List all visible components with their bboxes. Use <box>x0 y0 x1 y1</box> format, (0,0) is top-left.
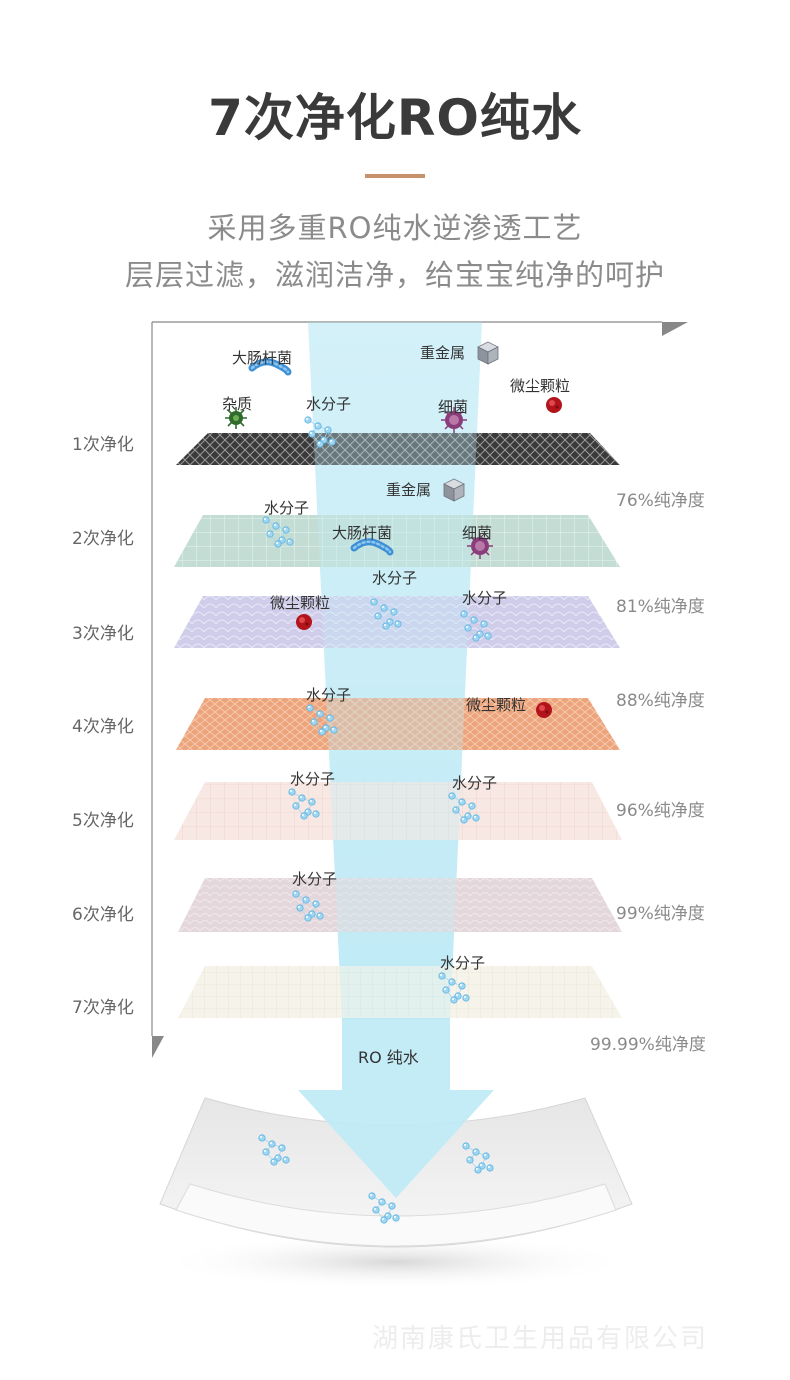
axis-top-arrow <box>662 322 688 336</box>
label-ecoli: 大肠杆菌 <box>332 524 393 542</box>
water-flow-beam <box>308 322 482 1020</box>
label-ecoli: 大肠杆菌 <box>232 349 293 367</box>
label-water-molecule: 水分子 <box>440 954 486 972</box>
label-dust: 微尘颗粒 <box>510 377 571 395</box>
label-water-molecule: 水分子 <box>292 870 338 888</box>
stage-label-5: 5次净化 <box>72 811 134 831</box>
dust-particle-icon <box>296 614 312 630</box>
subtitle-line-2: 层层过滤，滋润洁净，给宝宝纯净的呵护 <box>124 258 665 292</box>
label-impurity: 杂质 <box>222 395 253 413</box>
heavy-metal-cube-icon <box>443 478 465 502</box>
filter-layer-5 <box>174 782 622 840</box>
label-bacteria: 细菌 <box>462 524 493 542</box>
title-divider <box>365 174 425 178</box>
label-dust: 微尘颗粒 <box>466 696 527 714</box>
label-water-molecule: 水分子 <box>462 589 508 607</box>
ro-water-label: RO 纯水 <box>358 1048 419 1067</box>
water-flow-beam-overlay <box>308 322 482 1020</box>
pad-shadow <box>155 1234 635 1290</box>
label-heavy-metal: 重金属 <box>386 481 432 499</box>
label-water-molecule: 水分子 <box>372 569 418 587</box>
dust-particle-icon <box>536 702 552 718</box>
filter-layer-1 <box>176 433 620 465</box>
page-title: 7次净化RO纯水 <box>208 89 582 147</box>
label-dust: 微尘颗粒 <box>270 594 331 612</box>
purity-label-3: 88%纯净度 <box>616 691 705 711</box>
company-watermark: 湖南康氏卫生用品有限公司 <box>372 1324 709 1354</box>
heavy-metal-cube-icon <box>477 341 499 365</box>
purity-label-4: 96%纯净度 <box>616 801 705 821</box>
purity-label-6: 99.99%纯净度 <box>590 1035 706 1055</box>
filter-layer-6 <box>178 878 622 932</box>
purity-label-5: 99%纯净度 <box>616 904 705 924</box>
label-water-molecule: 水分子 <box>452 774 498 792</box>
label-water-molecule: 水分子 <box>306 686 352 704</box>
subtitle-line-1: 采用多重RO纯水逆渗透工艺 <box>207 211 583 245</box>
stage-label-2: 2次净化 <box>72 529 134 549</box>
stage-label-7: 7次净化 <box>72 998 134 1018</box>
stage-label-6: 6次净化 <box>72 905 134 925</box>
purity-label-1: 76%纯净度 <box>616 491 705 511</box>
diaper-pad-edge <box>175 1183 617 1247</box>
filter-layer-4 <box>176 698 620 750</box>
purity-label-2: 81%纯净度 <box>616 597 705 617</box>
filter-layer-7 <box>178 966 622 1018</box>
dust-particle-icon <box>546 397 562 413</box>
axis-left-arrow <box>152 1036 164 1058</box>
label-water-molecule: 水分子 <box>306 395 352 413</box>
label-water-molecule: 水分子 <box>290 770 336 788</box>
label-bacteria: 细菌 <box>438 398 469 416</box>
stage-label-3: 3次净化 <box>72 624 134 644</box>
stage-label-1: 1次净化 <box>72 435 134 455</box>
label-water-molecule: 水分子 <box>264 499 310 517</box>
stage-label-4: 4次净化 <box>72 717 134 737</box>
label-heavy-metal: 重金属 <box>420 344 466 362</box>
down-arrow-icon <box>298 1020 494 1198</box>
